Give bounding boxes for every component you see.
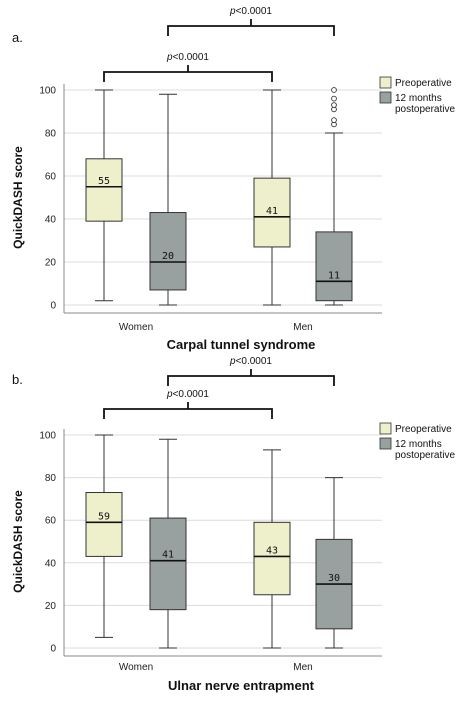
legend-label-postoperative-line2: postoperative xyxy=(395,450,455,461)
significance-bracket-preoperative xyxy=(103,71,273,82)
p-value-women-men-preoperative: p<0.0001 xyxy=(166,389,209,400)
p-value-women-men-preoperative-rest: <0.0001 xyxy=(173,389,210,400)
legend-swatch-postoperative xyxy=(379,91,392,104)
y-tick-label: 20 xyxy=(45,258,57,269)
box-postoperative-men: 30 xyxy=(315,477,353,649)
box-preoperative-men: 43 xyxy=(253,449,291,649)
legend-swatch-postoperative xyxy=(379,437,392,450)
box-iqr xyxy=(149,517,187,611)
box-iqr xyxy=(85,158,123,222)
box-iqr xyxy=(253,177,291,248)
y-tick-label: 60 xyxy=(45,516,57,527)
p-value-women-men-preoperative-p: p xyxy=(166,52,173,63)
x-category-label: Men xyxy=(293,322,312,333)
y-tick-label: 40 xyxy=(45,558,57,569)
median-label: 41 xyxy=(266,206,278,217)
legend-label-postoperative-line2: postoperative xyxy=(395,104,455,115)
y-tick-label: 0 xyxy=(50,644,56,655)
box-preoperative-women: 55 xyxy=(85,89,123,302)
panel-label: a. xyxy=(12,30,23,45)
p-value-women-men-postoperative-p: p xyxy=(229,356,236,367)
outlier-point xyxy=(331,95,337,102)
panel-label: b. xyxy=(12,372,23,387)
box-iqr xyxy=(253,521,291,596)
y-tick-label: 0 xyxy=(50,301,56,312)
box-iqr xyxy=(149,212,187,291)
y-axis-title: QuickDASH score xyxy=(11,490,25,593)
y-tick-label: 100 xyxy=(39,431,56,442)
x-category-label: Men xyxy=(293,662,312,673)
median-label: 41 xyxy=(162,550,174,561)
y-tick-label: 100 xyxy=(39,86,56,97)
y-axis-title: QuickDASH score xyxy=(11,146,25,249)
box-preoperative-men: 41 xyxy=(253,89,291,306)
box-iqr xyxy=(85,492,123,557)
box-preoperative-women: 59 xyxy=(85,434,123,638)
legend-swatch-preoperative xyxy=(379,422,392,435)
outlier-point xyxy=(331,87,337,93)
legend-label-preoperative: Preoperative xyxy=(395,424,452,435)
p-value-women-men-postoperative-rest: <0.0001 xyxy=(236,6,273,17)
p-value-women-men-postoperative: p<0.0001 xyxy=(229,6,272,17)
significance-bracket-preoperative xyxy=(103,408,273,419)
box-iqr xyxy=(315,231,353,302)
y-tick-label: 60 xyxy=(45,172,57,183)
x-axis-title: Carpal tunnel syndrome xyxy=(167,337,316,352)
median-label: 30 xyxy=(328,573,340,584)
legend-label-preoperative: Preoperative xyxy=(395,78,452,89)
outlier-point xyxy=(331,102,337,108)
median-label: 11 xyxy=(328,270,340,281)
box-postoperative-women: 41 xyxy=(149,438,187,649)
median-label: 43 xyxy=(266,545,278,556)
legend-swatch-preoperative xyxy=(379,76,392,89)
chart-panel-b: 0 20 40 60 80 100 QuickDASH score Women Men Ulnar… xyxy=(11,356,455,693)
p-value-women-men-postoperative-rest: <0.0001 xyxy=(236,356,273,367)
y-tick-label: 20 xyxy=(45,601,57,612)
outlier-point xyxy=(331,117,337,123)
chart-panel-a: 0 20 40 60 80 100 QuickDASH score Women Men Carpa… xyxy=(11,6,455,352)
box-postoperative-men: 11 xyxy=(315,87,353,306)
x-category-label: Women xyxy=(119,322,153,333)
y-tick-label: 80 xyxy=(45,473,57,484)
median-label: 55 xyxy=(98,176,110,187)
box-postoperative-women: 20 xyxy=(149,93,187,306)
median-label: 59 xyxy=(98,511,110,522)
legend-label-postoperative-line1: 12 months xyxy=(395,439,442,450)
x-category-label: Women xyxy=(119,662,153,673)
significance-bracket-postoperative xyxy=(167,375,335,386)
p-value-women-men-preoperative-rest: <0.0001 xyxy=(173,52,210,63)
p-value-women-men-postoperative-p: p xyxy=(229,6,236,17)
y-tick-label: 40 xyxy=(45,215,57,226)
y-tick-label: 80 xyxy=(45,129,57,140)
p-value-women-men-preoperative-p: p xyxy=(166,389,173,400)
legend-label-postoperative-line1: 12 months xyxy=(395,93,442,104)
p-value-women-men-postoperative: p<0.0001 xyxy=(229,356,272,367)
p-value-women-men-preoperative: p<0.0001 xyxy=(166,52,209,63)
x-axis-title: Ulnar nerve entrapment xyxy=(168,678,315,693)
median-label: 20 xyxy=(162,251,174,262)
significance-bracket-postoperative xyxy=(167,25,335,36)
